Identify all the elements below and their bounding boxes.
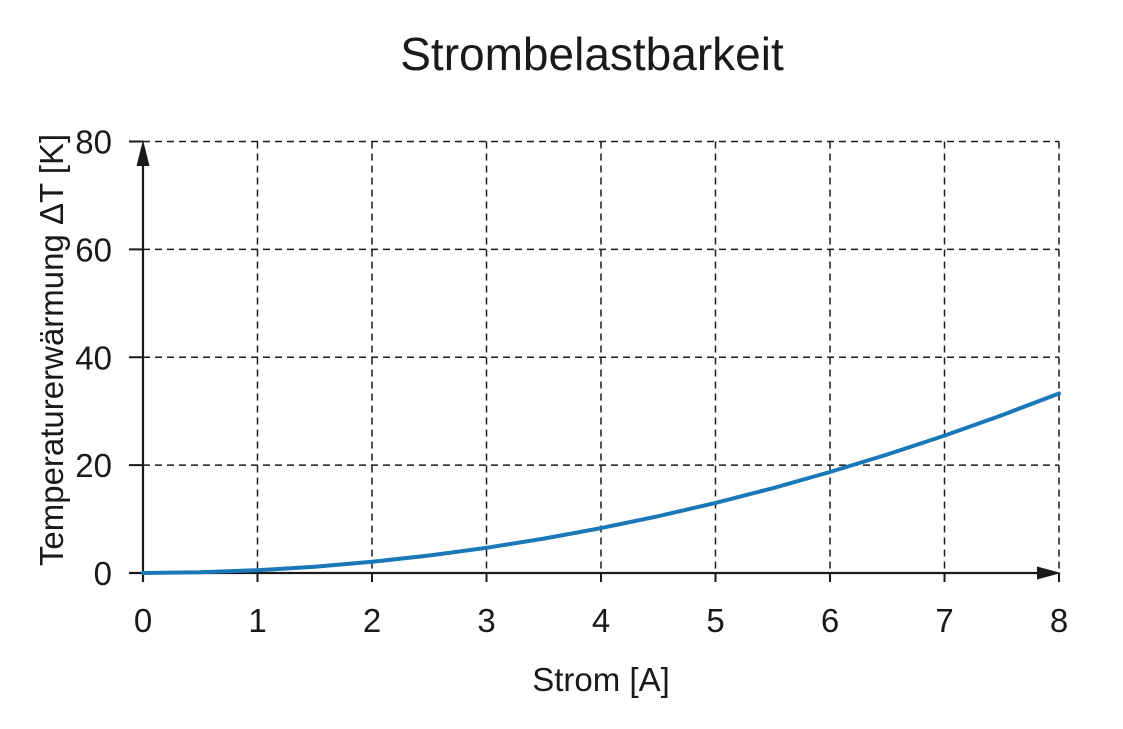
y-tick-label: 0 (94, 555, 112, 592)
temperature-curve (141, 391, 1061, 575)
tick-marks (129, 140, 1060, 582)
y-tick-label: 80 (75, 124, 112, 161)
x-tick-label: 4 (592, 602, 610, 639)
y-axis-label: Temperaturerwärmung ΔT [K] (33, 134, 70, 566)
x-tick-label: 7 (935, 602, 953, 639)
axes (129, 140, 1061, 582)
x-axis-label: Strom [A] (532, 661, 670, 698)
x-tick-label: 3 (477, 602, 495, 639)
x-axis-arrowhead (1037, 566, 1061, 580)
x-tick-label: 2 (363, 602, 381, 639)
y-axis-arrowhead (136, 140, 150, 166)
y-tick-label: 60 (75, 231, 112, 268)
x-tick-label: 0 (134, 602, 152, 639)
y-tick-label: 20 (75, 447, 112, 484)
gridlines (143, 140, 1060, 573)
chart-title: Strombelastbarkeit (400, 28, 784, 80)
x-tick-label: 1 (248, 602, 266, 639)
y-tick-label: 40 (75, 339, 112, 376)
x-tick-label: 8 (1050, 602, 1068, 639)
x-tick-label: 6 (821, 602, 839, 639)
x-tick-label: 5 (706, 602, 724, 639)
data-series (141, 391, 1061, 575)
